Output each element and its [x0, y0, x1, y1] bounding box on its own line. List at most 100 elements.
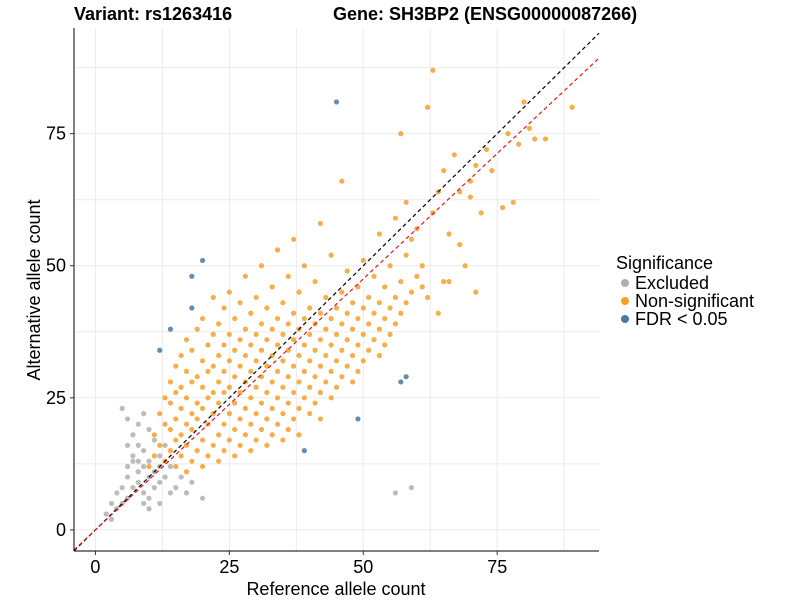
data-point-non-significant	[210, 363, 216, 369]
data-point-non-significant	[237, 363, 243, 369]
data-point-non-significant	[280, 411, 286, 417]
data-point-fdr-0-05	[189, 305, 195, 311]
data-point-non-significant	[376, 300, 382, 306]
data-point-non-significant	[253, 294, 259, 301]
data-point-non-significant	[398, 278, 404, 285]
data-point-excluded	[141, 500, 147, 507]
data-point-non-significant	[264, 416, 270, 422]
data-point-non-significant	[189, 379, 195, 385]
data-point-excluded	[135, 442, 141, 448]
data-point-non-significant	[237, 337, 243, 343]
legend-label: Non-significant	[635, 290, 755, 311]
data-point-non-significant	[296, 432, 302, 438]
data-point-non-significant	[408, 289, 415, 295]
data-point-non-significant	[221, 448, 227, 454]
data-point-non-significant	[521, 99, 527, 105]
data-point-fdr-0-05	[398, 379, 404, 385]
data-point-non-significant	[333, 331, 340, 338]
data-point-non-significant	[173, 437, 179, 443]
data-point-excluded	[119, 405, 125, 411]
data-point-non-significant	[253, 331, 259, 338]
data-point-non-significant	[157, 442, 163, 448]
y-axis-label: Alternative allele count	[24, 199, 44, 380]
legend-label: Excluded	[635, 272, 710, 293]
data-point-excluded	[199, 495, 206, 501]
data-point-excluded	[146, 426, 152, 433]
data-point-non-significant	[424, 104, 431, 110]
data-point-non-significant	[301, 315, 307, 322]
legend: Significance Excluded Non-significant FDR …	[616, 253, 755, 329]
data-point-non-significant	[382, 342, 388, 348]
data-point-non-significant	[505, 131, 511, 137]
data-point-non-significant	[253, 411, 259, 417]
data-point-excluded	[183, 490, 190, 496]
data-point-non-significant	[199, 463, 206, 470]
data-point-non-significant	[344, 363, 350, 369]
data-point-excluded	[146, 458, 152, 464]
data-point-excluded	[157, 479, 163, 485]
legend-swatch	[621, 297, 629, 305]
data-point-non-significant	[173, 416, 179, 422]
data-point-non-significant	[285, 400, 291, 406]
data-point-non-significant	[328, 368, 334, 374]
data-points	[103, 67, 575, 522]
legend-swatch	[621, 315, 629, 323]
data-point-non-significant	[467, 194, 474, 200]
data-point-non-significant	[328, 315, 334, 322]
data-point-non-significant	[242, 432, 249, 438]
data-point-non-significant	[280, 358, 286, 364]
data-point-non-significant	[285, 321, 291, 327]
data-point-non-significant	[232, 374, 238, 380]
chart-title-gene: Gene: SH3BP2 (ENSG00000087266)	[333, 4, 638, 24]
data-point-non-significant	[210, 442, 216, 448]
data-point-non-significant	[199, 437, 206, 443]
data-point-excluded	[141, 411, 147, 417]
data-point-non-significant	[414, 273, 420, 279]
data-point-non-significant	[355, 342, 361, 348]
data-point-non-significant	[339, 178, 345, 184]
data-point-non-significant	[387, 305, 393, 311]
data-point-non-significant	[178, 432, 184, 438]
data-point-non-significant	[258, 400, 265, 406]
data-point-non-significant	[291, 416, 297, 422]
y-tick-label: 0	[56, 520, 66, 540]
y-tick-label: 75	[46, 124, 66, 144]
x-axis-label: Reference allele count	[246, 579, 425, 599]
data-point-non-significant	[199, 405, 206, 411]
data-point-non-significant	[366, 294, 372, 301]
data-point-non-significant	[248, 310, 254, 316]
data-point-non-significant	[339, 289, 345, 295]
axes: 0 25 50 75 0 25 50 75	[46, 28, 599, 577]
data-point-non-significant	[355, 368, 361, 374]
data-point-fdr-0-05	[403, 374, 409, 380]
data-point-excluded	[130, 485, 136, 491]
data-point-non-significant	[446, 278, 452, 285]
data-point-non-significant	[237, 416, 243, 422]
data-point-excluded	[151, 485, 157, 491]
data-point-excluded	[151, 437, 157, 443]
data-point-non-significant	[366, 321, 372, 327]
data-point-non-significant	[312, 347, 318, 353]
data-point-non-significant	[199, 315, 206, 322]
data-point-non-significant	[242, 326, 249, 332]
data-point-non-significant	[285, 374, 291, 380]
data-point-non-significant	[194, 448, 200, 454]
legend-swatch	[621, 279, 629, 287]
data-point-fdr-0-05	[157, 347, 163, 353]
data-point-non-significant	[205, 368, 211, 374]
data-point-non-significant	[430, 67, 436, 73]
data-point-non-significant	[355, 315, 361, 322]
data-point-non-significant	[542, 136, 549, 142]
data-point-non-significant	[344, 310, 350, 316]
data-point-non-significant	[226, 289, 232, 295]
data-point-non-significant	[162, 395, 168, 401]
data-point-non-significant	[419, 284, 425, 290]
data-point-non-significant	[199, 384, 206, 390]
data-point-non-significant	[274, 395, 281, 401]
data-point-non-significant	[183, 421, 190, 427]
data-point-non-significant	[317, 337, 324, 343]
data-point-non-significant	[194, 374, 200, 380]
data-point-excluded	[124, 442, 131, 448]
data-point-non-significant	[478, 210, 484, 216]
